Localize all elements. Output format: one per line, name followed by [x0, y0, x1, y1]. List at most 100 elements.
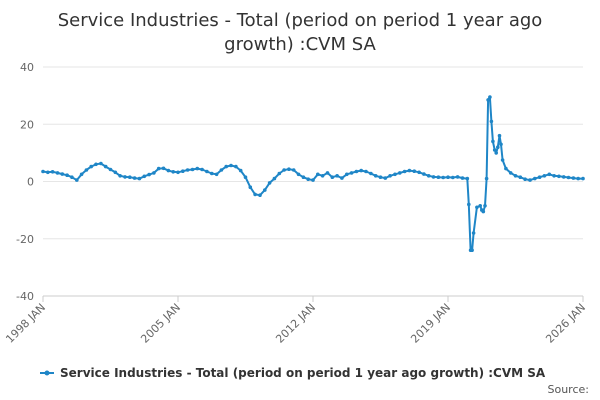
- data-point: [70, 175, 74, 179]
- data-point: [301, 175, 306, 179]
- data-point: [320, 174, 325, 178]
- data-point: [46, 170, 50, 175]
- data-point: [103, 164, 108, 169]
- x-tick-label: 1998 JAN: [3, 301, 48, 346]
- y-tick-label: -20: [16, 233, 34, 246]
- data-point: [566, 175, 571, 180]
- data-point: [325, 171, 330, 175]
- data-point: [243, 175, 248, 179]
- data-point: [484, 176, 489, 181]
- data-point: [576, 176, 580, 181]
- data-point: [500, 158, 505, 162]
- data-point: [478, 204, 483, 208]
- data-point: [156, 166, 161, 171]
- chart-title-line-1: Service Industries - Total (period on pe…: [58, 10, 543, 31]
- data-point: [210, 171, 214, 176]
- series-line: [42, 96, 583, 252]
- legend[interactable]: Service Industries - Total (period on pe…: [40, 366, 546, 380]
- data-point: [340, 176, 344, 180]
- data-point: [581, 176, 585, 181]
- data-point: [94, 162, 98, 167]
- data-point: [60, 172, 65, 176]
- data-point: [89, 164, 93, 169]
- data-point: [147, 172, 151, 177]
- data-point: [253, 192, 257, 197]
- data-point: [547, 172, 552, 177]
- data-point: [402, 169, 407, 174]
- data-point: [441, 175, 446, 180]
- data-point: [417, 170, 421, 175]
- data-point: [412, 169, 417, 173]
- data-point: [171, 170, 175, 174]
- data-point: [65, 173, 69, 177]
- data-point: [393, 172, 397, 177]
- data-point: [431, 175, 436, 179]
- data-point: [55, 171, 60, 175]
- data-point: [205, 169, 209, 174]
- data-point: [190, 167, 195, 172]
- data-point: [398, 171, 402, 175]
- data-point: [296, 172, 301, 177]
- data-point: [306, 177, 311, 181]
- data-point: [137, 176, 142, 181]
- data-point: [494, 151, 499, 155]
- data-point: [349, 171, 354, 175]
- data-point: [467, 202, 471, 207]
- data-point: [465, 176, 470, 181]
- x-tick-label: 2012 JAN: [273, 301, 318, 346]
- data-point: [267, 181, 272, 185]
- data-point: [200, 167, 204, 172]
- data-point: [142, 174, 147, 179]
- data-point: [316, 172, 320, 177]
- data-point: [161, 166, 166, 171]
- data-point: [287, 167, 291, 171]
- data-point: [195, 166, 200, 171]
- data-point: [166, 168, 171, 173]
- data-point: [152, 171, 156, 175]
- data-point: [436, 175, 441, 179]
- data-point: [354, 169, 359, 174]
- y-tick-label: 0: [27, 176, 34, 189]
- data-point: [483, 204, 487, 208]
- data-point: [263, 188, 267, 192]
- data-point: [248, 185, 253, 189]
- data-point: [113, 170, 118, 175]
- series-layer: [41, 95, 585, 252]
- data-point: [291, 168, 296, 172]
- data-point: [426, 174, 431, 178]
- chart-title-line-2: growth) :CVM SA: [224, 34, 376, 55]
- data-point: [123, 175, 127, 179]
- data-point: [311, 178, 315, 182]
- y-tick-label: -40: [16, 290, 34, 303]
- data-point: [282, 168, 286, 172]
- data-point: [41, 169, 45, 174]
- axis-layer: -40 -20 0 20 40 1998 JAN 2005 JAN 2012 JAN 2019 …: [3, 61, 588, 346]
- data-point: [513, 174, 518, 178]
- legend-marker-swatch: [44, 370, 50, 376]
- data-point: [407, 168, 412, 173]
- data-point: [176, 170, 180, 175]
- data-point: [132, 176, 137, 180]
- data-point: [455, 175, 460, 179]
- data-point: [224, 164, 228, 169]
- data-point: [84, 168, 89, 172]
- x-tick-label: 2019 JAN: [408, 301, 453, 346]
- data-point: [369, 171, 373, 176]
- data-point: [446, 175, 450, 179]
- data-point: [561, 175, 566, 179]
- data-point: [571, 176, 576, 180]
- data-point: [523, 177, 527, 181]
- data-point: [79, 172, 84, 177]
- data-point: [383, 176, 388, 180]
- data-point: [533, 176, 537, 181]
- data-point: [497, 133, 502, 138]
- data-point: [518, 175, 523, 179]
- data-point: [499, 142, 503, 147]
- data-point: [108, 167, 113, 172]
- data-point: [234, 164, 238, 169]
- data-point: [238, 168, 243, 173]
- x-tick-label: 2005 JAN: [138, 301, 183, 346]
- data-point: [388, 174, 392, 178]
- data-point: [99, 161, 103, 166]
